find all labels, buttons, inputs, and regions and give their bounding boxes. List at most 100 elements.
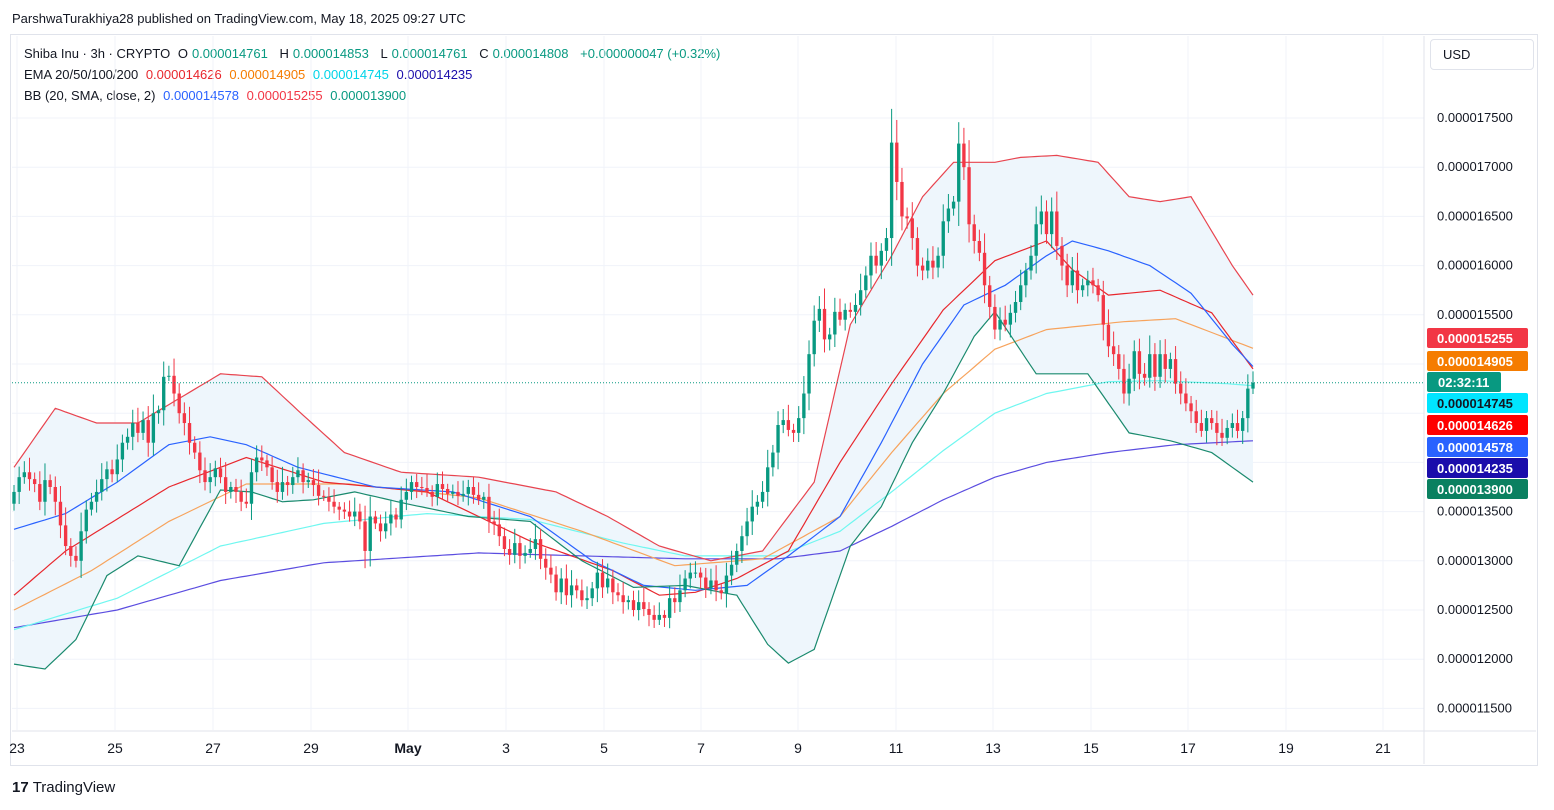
candle-body <box>100 479 104 492</box>
candle-body <box>17 477 21 492</box>
candle-body <box>1142 373 1147 378</box>
candle-body <box>998 319 1002 330</box>
x-tick-label: 19 <box>1278 740 1294 756</box>
candle-body <box>311 480 316 486</box>
high-value: H 0.000014853 <box>279 46 369 61</box>
y-tick-label: 0.000015500 <box>1437 307 1513 322</box>
candle-body <box>858 290 863 305</box>
candle-body <box>1039 211 1044 225</box>
ema-legend[interactable]: EMA 20/50/100/200 0.000014626 0.00001490… <box>24 67 476 82</box>
candle-body <box>22 472 27 478</box>
bb-legend[interactable]: BB (20, SMA, close, 2) 0.000014578 0.000… <box>24 88 410 103</box>
candle-body <box>957 143 961 202</box>
candle-body <box>1096 285 1100 296</box>
y-tick-label: 0.000016500 <box>1437 208 1513 223</box>
candle-body <box>1122 368 1126 394</box>
candle-body <box>621 595 625 603</box>
candle-body <box>807 354 811 394</box>
countdown-badge <box>1427 372 1501 392</box>
candle-body <box>972 224 976 241</box>
candle-body <box>822 308 827 340</box>
candle-body <box>213 468 218 478</box>
open-value: O 0.000014761 <box>177 46 268 61</box>
candle-body <box>1008 312 1013 325</box>
candle-body <box>32 479 37 485</box>
candle-body <box>1235 423 1240 431</box>
candle-body <box>394 514 398 520</box>
candle-body <box>218 468 223 478</box>
candle-body <box>487 496 491 522</box>
candle-body <box>1179 383 1183 394</box>
candle-body <box>580 590 584 601</box>
candle-body <box>827 334 832 340</box>
candle-body <box>373 516 378 524</box>
candle-body <box>492 521 496 525</box>
candle-body <box>404 491 409 500</box>
candle-body <box>889 142 894 239</box>
candle-body <box>611 578 615 593</box>
candle-body <box>79 531 83 561</box>
candle-body <box>879 250 883 266</box>
candle-body <box>590 588 594 599</box>
candle-body <box>771 452 775 468</box>
candle-body <box>920 265 925 271</box>
bb-upper-line <box>13 154 1254 562</box>
candle-body <box>182 413 187 424</box>
candle-body <box>1127 378 1131 394</box>
candle-body <box>585 598 589 601</box>
price-badge-label: 0.000015255 <box>1437 331 1513 346</box>
symbol-name[interactable]: Shiba Inu · 3h · CRYPTO <box>24 46 171 61</box>
candle-body <box>414 482 419 487</box>
candle-body <box>1251 382 1255 389</box>
candle-body <box>471 487 476 495</box>
x-tick-label: 9 <box>794 740 802 756</box>
candle-body <box>549 567 553 575</box>
x-tick-label: 3 <box>502 740 510 756</box>
x-tick-label: 15 <box>1083 740 1099 756</box>
candle-body <box>430 491 434 497</box>
candle-body <box>559 578 563 593</box>
low-value: L 0.000014761 <box>380 46 468 61</box>
candle-body <box>332 501 336 507</box>
candle-body <box>652 614 656 620</box>
candle-body <box>265 460 269 468</box>
candle-body <box>544 558 548 568</box>
candle-body <box>420 487 424 488</box>
close-value: C 0.000014808 <box>479 46 569 61</box>
candle-body <box>115 459 119 475</box>
candle-body <box>1091 280 1095 286</box>
x-tick-label: May <box>394 740 421 756</box>
candle-body <box>518 543 522 556</box>
candle-body <box>249 472 254 504</box>
candle-body <box>53 487 57 502</box>
candle-body <box>528 548 532 553</box>
tradingview-footer[interactable]: 17 TradingView <box>12 779 115 796</box>
candle-body <box>688 572 692 579</box>
candle-body <box>1173 359 1178 384</box>
candle-body <box>523 552 527 556</box>
candle-body <box>926 260 930 271</box>
candle-body <box>657 614 661 620</box>
candle-body <box>48 480 52 487</box>
candle-body <box>162 376 166 411</box>
candle-body <box>1070 270 1074 286</box>
candle-body <box>435 484 440 497</box>
candle-body <box>125 436 130 443</box>
y-tick-label: 0.000013000 <box>1437 553 1513 568</box>
candle-body <box>786 420 791 430</box>
candle-body <box>193 442 197 453</box>
candle-body <box>750 506 754 522</box>
candle-body <box>306 480 310 483</box>
candle-body <box>642 602 646 610</box>
price-badge <box>1427 351 1528 371</box>
candle-body <box>1024 270 1028 286</box>
candle-body <box>1199 423 1204 431</box>
currency-button[interactable]: USD <box>1430 39 1534 70</box>
price-badge <box>1427 393 1528 413</box>
candle-body <box>69 546 73 556</box>
bb-basis-line <box>13 240 1254 591</box>
candle-body <box>962 143 966 168</box>
candle-body <box>239 491 243 502</box>
y-tick-label: 0.000017500 <box>1437 110 1513 125</box>
